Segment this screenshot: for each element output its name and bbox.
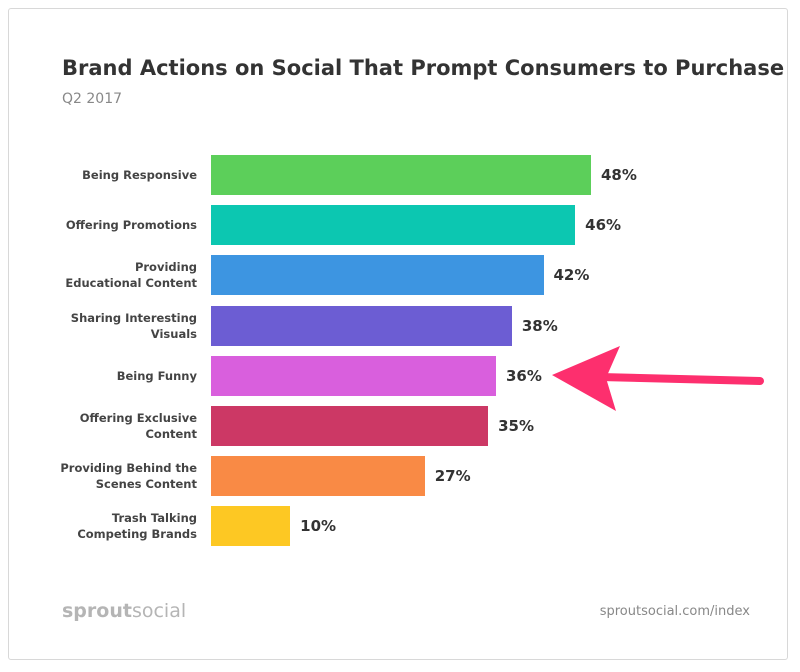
category-label: Providing Behind the Scenes Content (60, 461, 197, 492)
value-label: 35% (498, 417, 534, 435)
value-label: 27% (434, 467, 471, 486)
bar (211, 456, 425, 497)
category-label: Offering Promotions (65, 218, 197, 233)
chart-subtitle: Q2 2017 (62, 91, 123, 107)
category-label: Being Responsive (82, 168, 197, 182)
logo-light: social (131, 600, 187, 622)
bar (211, 155, 591, 195)
card (8, 8, 788, 660)
bar (211, 305, 512, 346)
bar (211, 205, 576, 246)
category-label: Offering Exclusive Content (79, 411, 197, 441)
arrow-head (552, 346, 620, 411)
category-label: Sharing Interesting Visuals (70, 310, 197, 341)
chart-title: Brand Actions on Social That Prompt Cons… (62, 56, 785, 80)
bar (211, 406, 489, 446)
value-label: 48% (601, 166, 637, 184)
logo-bold: sprout (62, 600, 132, 622)
value-label: 10% (300, 517, 337, 536)
category-label: Providing Educational Content (65, 260, 197, 291)
category-label: Trash Talking Competing Brands (77, 511, 197, 542)
category-label: Being Funny (116, 368, 197, 383)
value-label: 42% (553, 266, 590, 285)
bar (211, 355, 496, 396)
bar (211, 506, 291, 547)
value-label: 38% (521, 316, 558, 335)
arrow-shaft (596, 373, 764, 385)
logo: sproutsocial (62, 600, 186, 622)
bar (211, 255, 544, 296)
value-label: 46% (585, 216, 622, 235)
footer-link: sproutsocial.com/index (599, 604, 750, 619)
value-label: 36% (506, 366, 542, 385)
